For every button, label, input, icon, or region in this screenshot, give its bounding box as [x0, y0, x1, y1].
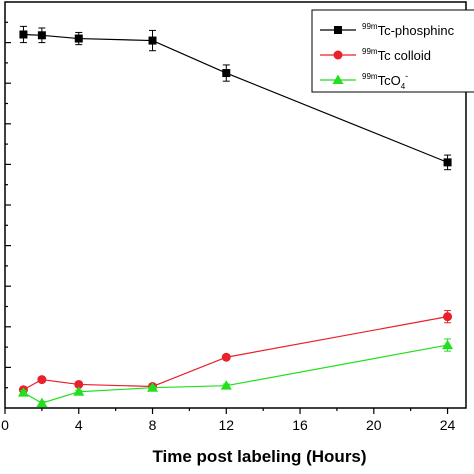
legend-label: 99mTc colloid	[362, 47, 431, 63]
series-line	[23, 316, 448, 391]
series-1	[19, 25, 452, 171]
data-point	[37, 375, 47, 385]
x-tick-label: 24	[440, 417, 456, 433]
data-point	[148, 36, 157, 45]
x-tick-label: 8	[149, 417, 157, 433]
data-point	[74, 379, 84, 389]
data-point	[36, 397, 48, 408]
x-tick-label: 0	[1, 417, 9, 433]
data-point	[74, 34, 83, 43]
x-tick-label: 12	[218, 417, 234, 433]
data-point	[37, 31, 46, 40]
x-axis-title: Time post labeling (Hours)	[152, 447, 366, 466]
data-point	[73, 386, 85, 396]
data-point	[442, 339, 454, 350]
legend: 99mTc-phosphinc 99mTc colloid 99mTcO4-	[311, 9, 474, 93]
x-tick-label: 4	[75, 417, 83, 433]
x-axis: 0 4 8 12 16 20 24	[1, 408, 456, 433]
data-point	[19, 30, 28, 39]
data-point	[443, 158, 452, 167]
x-tick-label: 20	[366, 417, 382, 433]
series-3	[17, 338, 454, 408]
data-point	[17, 387, 29, 397]
legend-label: 99mTcO4-	[362, 71, 408, 91]
series-2	[18, 310, 453, 395]
data-point	[220, 380, 232, 390]
legend-item: 99mTc colloid	[320, 47, 431, 63]
plot-area	[4, 1, 467, 409]
series-line	[23, 344, 448, 404]
x-tick-label: 16	[292, 417, 308, 433]
legend-swatch-marker	[332, 74, 344, 84]
legend-swatch-marker	[334, 26, 342, 34]
series-layer	[17, 25, 454, 408]
legend-label: 99mTc-phosphinc	[362, 22, 455, 38]
data-point	[221, 352, 231, 362]
legend-swatch-marker	[333, 50, 343, 60]
legend-item: 99mTc-phosphinc	[320, 22, 455, 38]
legend-item: 99mTcO4-	[320, 71, 408, 91]
data-point	[147, 382, 159, 392]
data-point	[443, 312, 453, 322]
data-point	[222, 69, 231, 78]
